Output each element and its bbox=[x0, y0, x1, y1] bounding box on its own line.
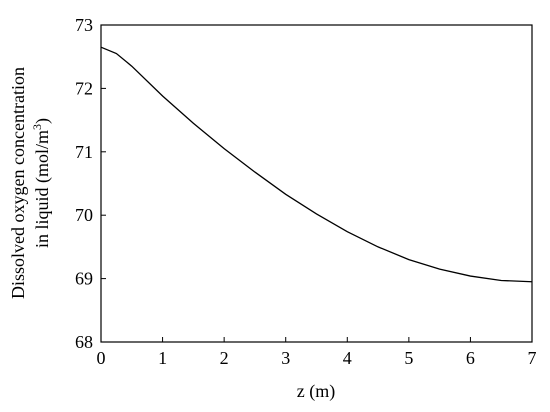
y-tick-label: 71 bbox=[75, 142, 93, 162]
x-tick-label: 3 bbox=[281, 348, 290, 368]
y-tick-label: 70 bbox=[75, 205, 93, 225]
y-axis-label-line: in liquid (mol/m bbox=[32, 130, 53, 248]
y-tick-label: 69 bbox=[75, 269, 93, 289]
y-axis-label-line: Dissolved oxygen concentration bbox=[8, 67, 28, 299]
line bbox=[100, 46, 533, 283]
x-tick-label: 4 bbox=[343, 348, 352, 368]
x-tick-label: 0 bbox=[97, 348, 106, 368]
y-axis-label-superscript: 3 bbox=[30, 124, 44, 130]
x-tick-label: 7 bbox=[528, 348, 537, 368]
x-tick-label: 5 bbox=[404, 348, 413, 368]
x-axis-label: z (m) bbox=[297, 381, 335, 402]
x-tick-label: 6 bbox=[466, 348, 475, 368]
x-tick-label: 1 bbox=[158, 348, 167, 368]
y-axis-label: Dissolved oxygen concentration bbox=[8, 67, 28, 299]
x-tick-label: 2 bbox=[220, 348, 229, 368]
y-axis-label-line: ) bbox=[32, 118, 53, 124]
plot-frame bbox=[100, 24, 533, 343]
y-tick-label: 73 bbox=[75, 15, 93, 35]
y-tick-label: 68 bbox=[75, 332, 93, 352]
y-tick-label: 72 bbox=[75, 78, 93, 98]
y-axis-label: in liquid (mol/m3) bbox=[30, 118, 53, 248]
